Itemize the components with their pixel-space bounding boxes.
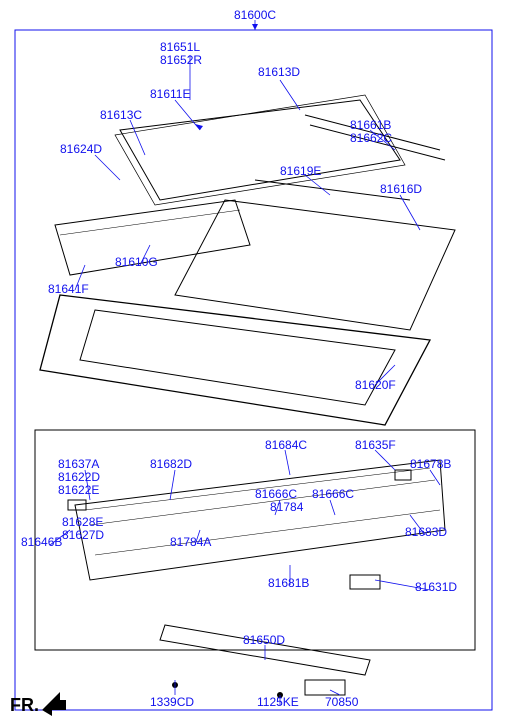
label-81613C: 81613C [100, 108, 142, 122]
label-81600C: 81600C [234, 8, 276, 22]
label-81624D: 81624D [60, 142, 102, 156]
label-81661B: 81661B [350, 118, 391, 132]
label-81611E: 81611E [150, 87, 190, 101]
fr-indicator: FR. [10, 695, 39, 716]
fr-arrow-icon [40, 690, 68, 718]
diagram-svg [0, 0, 507, 727]
label-81641F: 81641F [48, 282, 89, 296]
label-81622E: 81622E [58, 483, 99, 497]
label-81646B: 81646B [21, 535, 62, 549]
label-81681B: 81681B [268, 576, 309, 590]
label-81622D: 81622D [58, 470, 100, 484]
label-81637A: 81637A [58, 457, 99, 471]
label-81631D: 81631D [415, 580, 457, 594]
label-81651L: 81651L [160, 40, 200, 54]
label-81683D: 81683D [405, 525, 447, 539]
label-81627D: 81627D [62, 528, 104, 542]
label-81682D: 81682D [150, 457, 192, 471]
label-81784: 81784 [270, 500, 303, 514]
label-81666C2: 81666C [312, 487, 354, 501]
label-81784A: 81784A [170, 535, 211, 549]
label-81650D: 81650D [243, 633, 285, 647]
label-81620F: 81620F [355, 378, 396, 392]
label-1339CD: 1339CD [150, 695, 194, 709]
label-81613D: 81613D [258, 65, 300, 79]
label-81610G: 81610G [115, 255, 158, 269]
label-81616D: 81616D [380, 182, 422, 196]
label-81684C: 81684C [265, 438, 307, 452]
label-70850: 70850 [325, 695, 358, 709]
label-81619E: 81619E [280, 164, 321, 178]
label-81652R: 81652R [160, 53, 202, 67]
label-81628E: 81628E [62, 515, 103, 529]
label-81662C: 81662C [350, 131, 392, 145]
label-81635F: 81635F [355, 438, 396, 452]
label-81678B: 81678B [410, 457, 451, 471]
label-81666C: 81666C [255, 487, 297, 501]
label-1125KE: 1125KE [257, 695, 299, 709]
